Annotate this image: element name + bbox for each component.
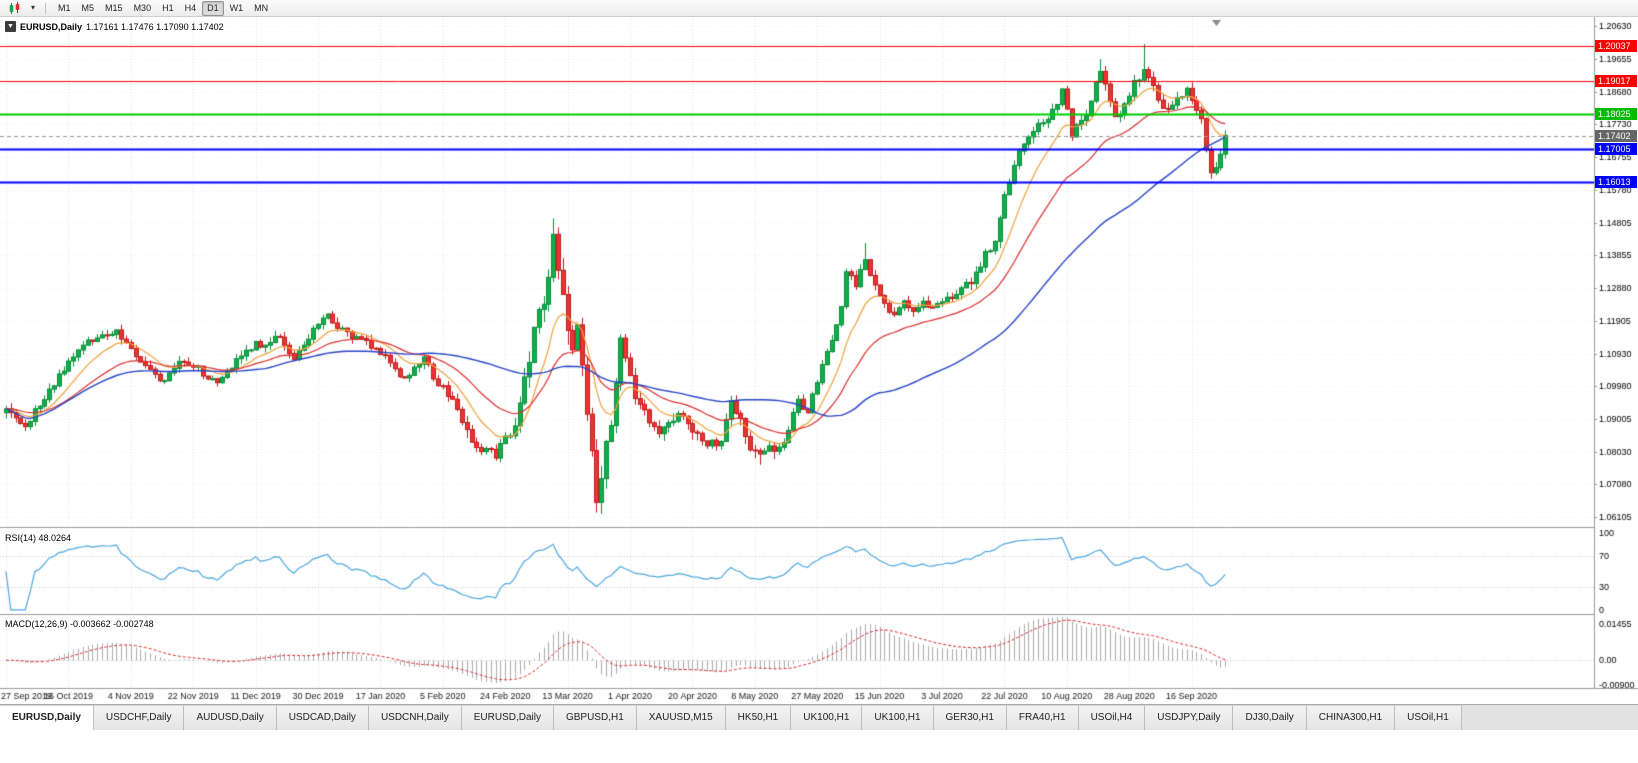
rsi-value: 48.0264	[38, 533, 72, 543]
chart-tab[interactable]: XAUUSD,M15	[636, 705, 726, 730]
chart-tab[interactable]: DJ30,Daily	[1233, 705, 1307, 730]
chart-tab[interactable]: USDJPY,Daily	[1145, 705, 1234, 730]
timeframe-button-w1[interactable]: W1	[229, 3, 244, 13]
one-click-trading-button[interactable]: ▼	[5, 21, 16, 32]
macd-name: MACD(12,26,9)	[5, 619, 68, 629]
timeframe-buttons: M1 M5 M15 M30 H1 H4 D1 W1 MN	[53, 0, 273, 16]
price-axis[interactable]	[1594, 17, 1638, 688]
candlestick-chart-icon	[9, 1, 20, 14]
chart-tab[interactable]: UK100,H1	[791, 705, 863, 730]
timeframe-button-mn[interactable]: MN	[254, 3, 269, 13]
horizontal-line-price-tag[interactable]: 1.20037	[1595, 40, 1637, 52]
timeframe-button-m15[interactable]: M15	[105, 3, 123, 13]
horizontal-line-price-tag[interactable]: 1.19017	[1595, 75, 1637, 87]
chevron-down-icon: ▼	[7, 23, 14, 30]
horizontal-line-price-tag[interactable]: 1.16013	[1595, 176, 1637, 188]
chevron-down-icon: ▾	[31, 3, 36, 12]
chart-tab[interactable]: USDCNH,Daily	[368, 705, 462, 730]
macd-values: -0.003662 -0.002748	[70, 619, 154, 629]
timeframe-button-m1[interactable]: M1	[58, 3, 71, 13]
horizontal-line-price-tag[interactable]: 1.18025	[1595, 108, 1637, 120]
chart-tab[interactable]: USDCHF,Daily	[93, 705, 185, 730]
chart-tab[interactable]: USDCAD,Daily	[276, 705, 369, 730]
chart-type-dropdown[interactable]: ▾	[26, 1, 40, 16]
chart-tab[interactable]: UK100,H1	[862, 705, 934, 730]
timeframe-button-h1[interactable]: H1	[162, 3, 174, 13]
chart-tab[interactable]: FRA40,H1	[1006, 705, 1079, 730]
chart-symbol-label: EURUSD,Daily	[20, 21, 83, 32]
chart-tab[interactable]: GBPUSD,H1	[553, 705, 637, 730]
timeframe-button-h4[interactable]: H4	[184, 3, 197, 13]
chart-tab[interactable]: USOil,H1	[1395, 705, 1462, 730]
chart-tab-bar: EURUSD,Daily USDCHF,Daily AUDUSD,Daily USDC…	[0, 704, 1638, 730]
timeframe-button-m5[interactable]: M5	[81, 3, 95, 13]
chart-window: ▼ EURUSD,Daily 1.17161 1.17476 1.17090 1…	[0, 17, 1638, 703]
rsi-name: RSI(14)	[5, 533, 37, 543]
macd-indicator-label: MACD(12,26,9) -0.003662 -0.002748	[5, 619, 154, 629]
chart-tab[interactable]: GER30,H1	[933, 705, 1007, 730]
timeframe-button-d1[interactable]: D1	[202, 0, 224, 16]
chart-ohlc-values: 1.17161 1.17476 1.17090 1.17402	[86, 21, 224, 32]
chart-tab[interactable]: EURUSD,Daily	[461, 705, 554, 730]
toolbar-separator	[45, 2, 47, 14]
current-price-tag: 1.17402	[1595, 130, 1637, 142]
chart-tab[interactable]: AUDUSD,Daily	[184, 705, 277, 730]
timeframes-toolbar: ▾ M1 M5 M15 M30 H1 H4 D1 W1 MN	[0, 0, 1638, 17]
chart-tab[interactable]: EURUSD,Daily	[0, 705, 94, 730]
price-chart-canvas[interactable]	[0, 17, 1638, 703]
chart-type-button[interactable]	[3, 1, 26, 16]
rsi-indicator-label: RSI(14) 48.0264	[5, 533, 71, 543]
chart-tab[interactable]: USOil,H4	[1078, 705, 1146, 730]
horizontal-line-price-tag[interactable]: 1.17005	[1595, 143, 1637, 155]
chart-title: ▼ EURUSD,Daily 1.17161 1.17476 1.17090 1…	[5, 21, 224, 32]
chart-tab[interactable]: HK50,H1	[725, 705, 792, 730]
chart-tab[interactable]: CHINA300,H1	[1306, 705, 1396, 730]
time-axis[interactable]	[0, 688, 1594, 703]
timeframe-button-m30[interactable]: M30	[133, 3, 152, 13]
